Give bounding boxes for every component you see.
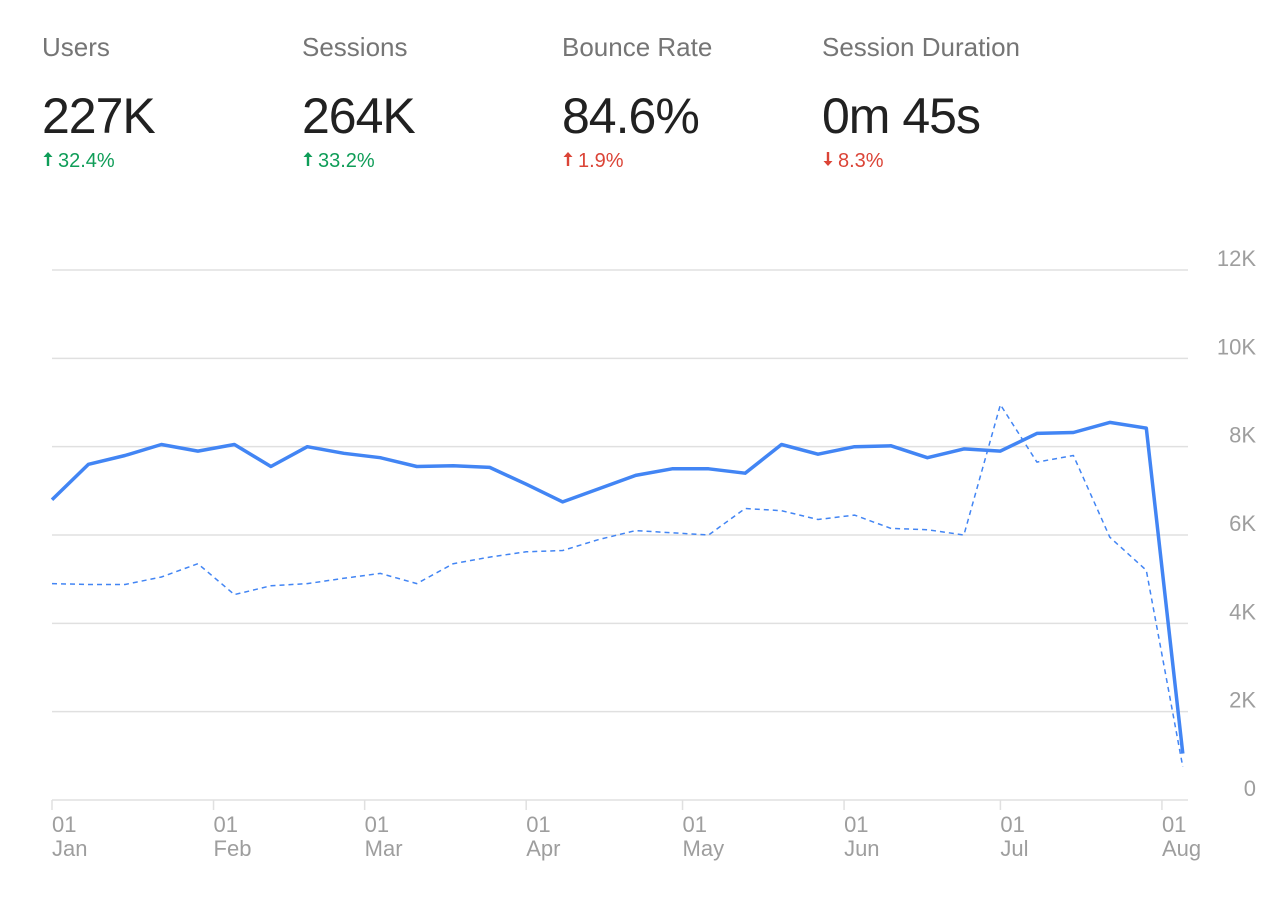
- x-tick-month: Aug: [1162, 836, 1201, 861]
- metric-change: 8.3%: [822, 148, 1062, 174]
- x-tick-day: 01: [52, 812, 76, 837]
- arrow-down-icon: [822, 148, 836, 174]
- metric-sessions[interactable]: Sessions 264K 33.2%: [302, 30, 542, 174]
- y-tick-label: 6K: [1229, 511, 1256, 536]
- y-tick-label: 2K: [1229, 688, 1256, 713]
- metric-label: Users: [42, 32, 110, 62]
- metric-users[interactable]: Users 227K 32.4%: [42, 30, 282, 174]
- arrow-up-icon: [302, 148, 316, 174]
- series-line-current: [50, 420, 1185, 754]
- y-tick-label: 12K: [1217, 246, 1256, 271]
- metric-bounce-rate[interactable]: Bounce Rate 84.6% 1.9%: [562, 30, 802, 174]
- metric-label: Sessions: [302, 32, 408, 62]
- x-tick-day: 01: [844, 812, 868, 837]
- metric-value: 0m 45s: [822, 88, 981, 144]
- metric-change: 33.2%: [302, 148, 542, 174]
- arrow-up-icon: [562, 148, 576, 174]
- x-tick-month: Jul: [1000, 836, 1028, 861]
- x-tick-month: Apr: [526, 836, 560, 861]
- metric-change-value: 32.4%: [58, 150, 115, 172]
- x-tick-day: 01: [365, 812, 389, 837]
- x-tick-day: 01: [214, 812, 238, 837]
- metric-change: 32.4%: [42, 148, 282, 174]
- y-tick-label: 8K: [1229, 423, 1256, 448]
- metric-value: 227K: [42, 88, 156, 144]
- arrow-up-icon: [42, 148, 56, 174]
- metric-value: 84.6%: [562, 88, 700, 144]
- metric-session-duration[interactable]: Session Duration 0m 45s 8.3%: [822, 30, 1062, 174]
- y-tick-label: 4K: [1229, 599, 1256, 624]
- metric-change-value: 8.3%: [838, 150, 884, 172]
- metric-label: Bounce Rate: [562, 32, 713, 62]
- metric-change-value: 1.9%: [578, 150, 624, 172]
- metrics-row: Users 227K 32.4% Sessions 264K 33.2% Bou…: [0, 0, 1286, 200]
- metric-change-value: 33.2%: [318, 150, 375, 172]
- x-tick-day: 01: [1000, 812, 1024, 837]
- x-tick-month: Mar: [365, 836, 403, 861]
- series-line-previous: [51, 403, 1184, 768]
- x-tick-month: Jun: [844, 836, 879, 861]
- y-tick-label: 10K: [1217, 334, 1256, 359]
- y-tick-label: 0: [1244, 776, 1256, 801]
- x-tick-month: Feb: [214, 836, 252, 861]
- x-tick-day: 01: [1162, 812, 1186, 837]
- x-tick-month: May: [683, 836, 725, 861]
- x-tick-month: Jan: [52, 836, 87, 861]
- metric-label: Session Duration: [822, 32, 1020, 62]
- metric-value: 264K: [302, 88, 416, 144]
- metric-change: 1.9%: [562, 148, 802, 174]
- x-tick-day: 01: [683, 812, 707, 837]
- x-tick-day: 01: [526, 812, 550, 837]
